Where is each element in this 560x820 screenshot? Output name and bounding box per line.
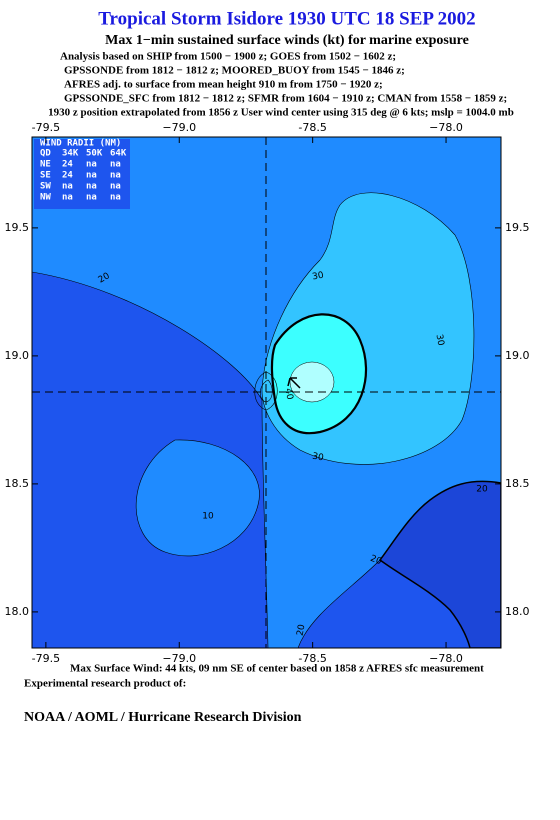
radii-cell: na	[62, 182, 73, 192]
contour-label: 30	[434, 334, 446, 347]
frame	[31, 136, 502, 649]
y-tick-label: 18.0	[5, 605, 30, 618]
y-tick-label: 18.5	[505, 477, 530, 490]
contour-label: 10	[202, 512, 214, 522]
note: 1930 z position extrapolated from 1856 z…	[48, 107, 514, 119]
radii-header: 34K	[62, 149, 79, 159]
radii-cell: na	[86, 171, 97, 181]
title: Tropical Storm Isidore 1930 UTC 18 SEP 2…	[98, 8, 475, 29]
x-tick-label: -78.5	[298, 652, 326, 665]
y-tick-label: 19.0	[5, 349, 30, 362]
x-tick-label: −79.0	[162, 652, 196, 665]
contour-label: 30	[311, 452, 324, 464]
contour-label: 20	[369, 554, 383, 567]
radii-header: 50K	[86, 149, 103, 159]
y-tick-label: 19.5	[5, 221, 30, 234]
radii-cell: na	[110, 193, 121, 203]
note: GPSSONDE from 1812 − 1812 z; MOORED_BUOY…	[64, 65, 405, 77]
radii-cell: na	[86, 160, 97, 170]
y-tick-label: 18.0	[505, 605, 530, 618]
radii-header: QD	[40, 149, 51, 159]
band-10	[135, 439, 260, 557]
y-tick-label: 19.0	[505, 349, 530, 362]
x-tick-label: −79.0	[162, 121, 196, 134]
radii-cell: na	[62, 193, 73, 203]
credit: Experimental research product of:	[24, 678, 186, 690]
y-tick-label: 18.5	[5, 477, 30, 490]
contour-label: 30	[312, 271, 325, 283]
radii-header: 64K	[110, 149, 127, 159]
radii-cell: na	[110, 160, 121, 170]
band-max	[289, 361, 335, 403]
radii-cell: na	[110, 171, 121, 181]
contour-label: 20	[296, 623, 308, 636]
radii-cell: NW	[40, 193, 51, 203]
radii-cell: SW	[40, 182, 51, 192]
y-tick-label: 19.5	[505, 221, 530, 234]
x-tick-label: −78.0	[429, 652, 463, 665]
radii-cell: NE	[40, 160, 51, 170]
org: NOAA / AOML / Hurricane Research Divisio…	[24, 710, 302, 725]
radii-cell: SE	[40, 171, 51, 181]
x-tick-label: -79.5	[32, 121, 60, 134]
radii-title: WIND RADII (NM)	[40, 139, 121, 149]
contour-label: 40	[283, 388, 295, 401]
radii-cell: 24	[62, 160, 73, 170]
coastline	[378, 480, 501, 648]
x-tick-label: -79.5	[32, 652, 60, 665]
motion-arrow	[287, 377, 301, 389]
x-tick-label: −78.0	[429, 121, 463, 134]
note: GPSSONDE_SFC from 1812 − 1812 z; SFMR fr…	[64, 93, 507, 105]
x-tick-label: -78.5	[298, 121, 326, 134]
wind-field	[32, 137, 501, 648]
radii-cell: na	[86, 182, 97, 192]
radii-cell: 24	[62, 171, 73, 181]
contour-label: 20	[476, 485, 488, 495]
radii-cell: na	[86, 193, 97, 203]
max-wind: Max Surface Wind: 44 kts, 09 nm SE of ce…	[70, 663, 484, 675]
note: AFRES adj. to surface from mean height 9…	[64, 79, 383, 91]
radii-box	[34, 139, 130, 209]
note: Analysis based on SHIP from 1500 − 1900 …	[60, 51, 396, 63]
subtitle: Max 1−min sustained surface winds (kt) f…	[105, 33, 469, 48]
radii-cell: na	[110, 182, 121, 192]
